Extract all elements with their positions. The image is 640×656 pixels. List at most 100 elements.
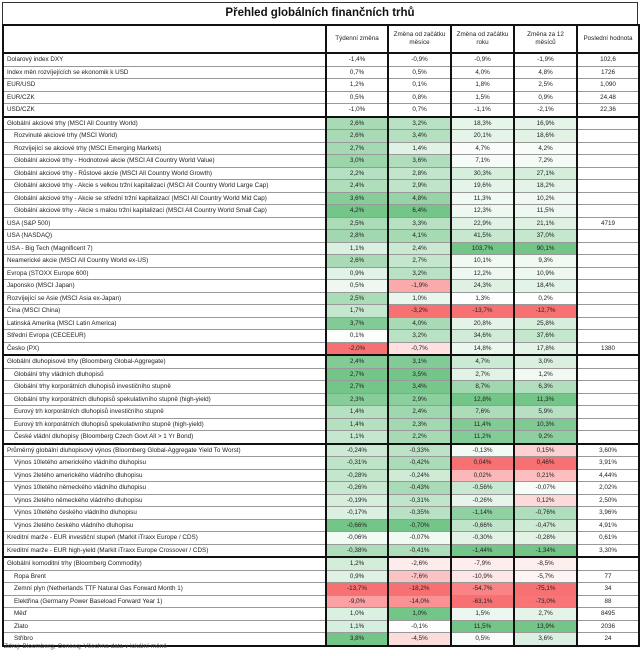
value-cell: 103,7%	[450, 241, 515, 255]
value-cell: -10,9%	[450, 569, 515, 583]
value-cell: 6,3%	[513, 380, 578, 394]
last-value-cell: 102,6	[576, 52, 640, 67]
row-label: Výnos 10letého amerického vládního dluho…	[2, 456, 327, 470]
value-cell: -0,1%	[387, 619, 452, 633]
table-row: USA (S&P 500) 2,5% 3,3% 22,9% 21,1% 4719	[2, 216, 640, 230]
header-last-value: Poslední hodnota	[576, 24, 640, 54]
table-row: Výnos 10letého německého vládního dluhop…	[2, 481, 640, 495]
last-value-cell	[576, 279, 640, 293]
table-row: Globální trhy korporátních dluhopisů inv…	[2, 380, 640, 394]
value-cell: 3,6%	[387, 154, 452, 168]
value-cell: -2,0%	[325, 341, 389, 356]
table-row: Globální akciové trhy - Hodnotové akcie …	[2, 154, 640, 168]
row-label: Globální akciové trhy - Akcie s velkou t…	[2, 179, 327, 193]
value-cell: 25,8%	[513, 316, 578, 330]
row-label: Česko (PX)	[2, 341, 327, 356]
table-row: Rozvíjející se Asie (MSCI Asia ex-Japan)…	[2, 291, 640, 305]
value-cell: -3,2%	[387, 304, 452, 318]
value-cell: 2,7%	[325, 380, 389, 394]
value-cell: 3,2%	[387, 266, 452, 280]
value-cell: 21,1%	[513, 216, 578, 230]
value-cell: 3,5%	[387, 367, 452, 381]
value-cell: 2,7%	[513, 607, 578, 621]
row-label: Rozvíjející se Asie (MSCI Asia ex-Japan)	[2, 291, 327, 305]
value-cell: 2,5%	[325, 291, 389, 305]
table-row: Globální akciové trhy - Růstové akcie (M…	[2, 166, 640, 180]
row-label: Evropa (STOXX Europe 600)	[2, 266, 327, 280]
value-cell: 2,7%	[325, 141, 389, 155]
table-row: Měď 1,0% 1,0% 1,5% 2,7% 8495	[2, 607, 640, 621]
row-label: Eurový trh korporátních dluhopisů spekul…	[2, 417, 327, 431]
last-value-cell: 3,91%	[576, 456, 640, 470]
value-cell: 1,1%	[325, 430, 389, 444]
value-cell: 2,5%	[513, 78, 578, 92]
last-value-cell	[576, 405, 640, 419]
last-value-cell: 4,91%	[576, 518, 640, 532]
last-value-cell: 4719	[576, 216, 640, 230]
value-cell: 2,4%	[325, 354, 389, 369]
last-value-cell: 3,30%	[576, 543, 640, 558]
value-cell: -5,7%	[513, 569, 578, 583]
value-cell: 0,8%	[387, 90, 452, 104]
value-cell: 1,5%	[450, 90, 515, 104]
value-cell: 1,2%	[513, 367, 578, 381]
row-label: Globální trhy korporátních dluhopisů spe…	[2, 392, 327, 406]
row-label: Globální akciové trhy - Akcie se střední…	[2, 191, 327, 205]
row-label: Zlato	[2, 619, 327, 633]
table-row: Latinská Amerika (MSCI Latin America) 3,7…	[2, 316, 640, 330]
value-cell: 18,3%	[450, 115, 515, 130]
header-ytd-change: Změna od začátku roku	[450, 24, 515, 54]
value-cell: -63,1%	[450, 594, 515, 608]
value-cell: 1,0%	[387, 291, 452, 305]
value-cell: -54,7%	[450, 582, 515, 596]
value-cell: 11,2%	[450, 430, 515, 444]
last-value-cell	[576, 241, 640, 255]
value-cell: -0,43%	[387, 481, 452, 495]
row-label: České vládní dluhopisy (Bloomberg Czech …	[2, 430, 327, 444]
row-label: Měď	[2, 607, 327, 621]
row-label: USD/CZK	[2, 103, 327, 117]
last-value-cell: 34	[576, 582, 640, 596]
value-cell: -0,70%	[387, 518, 452, 532]
row-label: Výnos 2letého německého vládního dluhopi…	[2, 493, 327, 507]
row-label: Globální akciové trhy (MSCI All Country …	[2, 115, 327, 130]
value-cell: 1,7%	[325, 304, 389, 318]
value-cell: -13,7%	[450, 304, 515, 318]
value-cell: 0,1%	[387, 78, 452, 92]
row-label: Dolarový index DXY	[2, 52, 327, 67]
row-label: Průměrný globální dluhopisový výnos (Blo…	[2, 442, 327, 457]
value-cell: 0,15%	[513, 442, 578, 457]
table-row: Zemní plyn (Netherlands TTF Natural Gas …	[2, 582, 640, 596]
value-cell: 2,8%	[325, 229, 389, 243]
value-cell: 3,0%	[513, 354, 578, 369]
value-cell: 13,9%	[513, 619, 578, 633]
value-cell: 3,8%	[325, 632, 389, 646]
value-cell: 2,7%	[387, 254, 452, 268]
row-label: USA - Big Tech (Magnificent 7)	[2, 241, 327, 255]
value-cell: 37,6%	[513, 329, 578, 343]
table-row: Globální akciové trhy - Akcie s velkou t…	[2, 179, 640, 193]
value-cell: -0,28%	[513, 531, 578, 545]
last-value-cell: 24	[576, 632, 640, 646]
value-cell: 3,6%	[325, 191, 389, 205]
value-cell: 1,8%	[450, 78, 515, 92]
value-cell: 12,3%	[450, 204, 515, 218]
row-label: Rozvíjející se akciové trhy (MSCI Emergi…	[2, 141, 327, 155]
last-value-cell	[576, 417, 640, 431]
value-cell: -1,14%	[450, 506, 515, 520]
value-cell: 9,2%	[513, 430, 578, 444]
last-value-cell	[576, 204, 640, 218]
table-row: Průměrný globální dluhopisový výnos (Blo…	[2, 442, 640, 457]
value-cell: 2,4%	[325, 179, 389, 193]
row-label: Ropa Brent	[2, 569, 327, 583]
row-label: Globální trhy vládních dluhopisů	[2, 367, 327, 381]
value-cell: 2,2%	[387, 430, 452, 444]
value-cell: -0,9%	[450, 52, 515, 67]
last-value-cell	[576, 129, 640, 143]
value-cell: 18,6%	[513, 129, 578, 143]
row-label: Globální trhy korporátních dluhopisů inv…	[2, 380, 327, 394]
last-value-cell	[576, 141, 640, 155]
value-cell: -0,41%	[387, 543, 452, 558]
value-cell: 2,4%	[387, 405, 452, 419]
table-row: Globální dluhopisové trhy (Bloomberg Glo…	[2, 354, 640, 369]
